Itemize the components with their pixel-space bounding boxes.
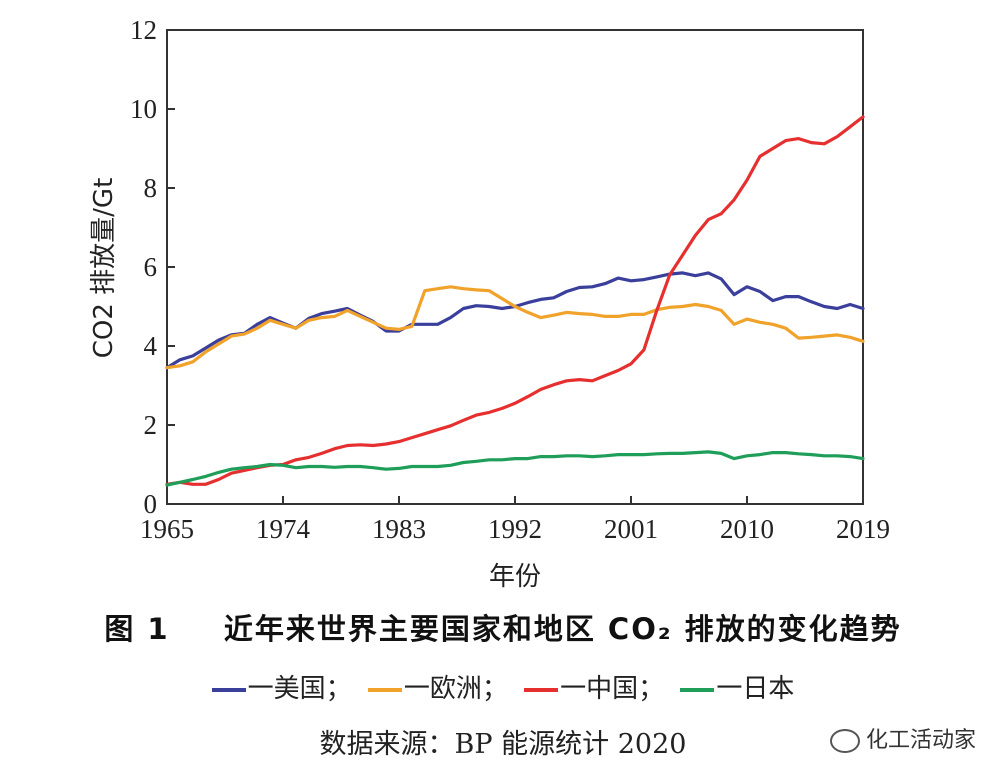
x-tick-label: 1992 [488, 514, 542, 544]
y-tick-label: 2 [144, 410, 158, 440]
legend-item-china: 一中国； [524, 668, 664, 705]
y-tick-label: 8 [144, 173, 158, 203]
legend-swatch-china [524, 687, 559, 692]
y-tick-label: 6 [144, 252, 158, 282]
watermark: 化工活动家 [829, 722, 976, 754]
series-line-europe [165, 285, 865, 370]
figure-title: 近年来世界主要国家和地区 CO₂ 排放的变化趋势 [223, 612, 902, 646]
legend-swatch-japan [680, 687, 715, 692]
x-tick-label: 1983 [372, 514, 426, 544]
y-tick-label: 10 [130, 94, 157, 124]
wechat-icon [829, 729, 860, 753]
figure-number: 图 1 [104, 612, 170, 646]
legend-swatch-europe [367, 687, 402, 692]
series-line-japan [165, 450, 865, 487]
x-tick-label: 1965 [140, 514, 194, 544]
co2-line-chart: 0 2 4 6 8 10 12 1965 1974 1983 1992 2001 2010 2019 CO… [89, 15, 890, 592]
y-tick-label: 12 [130, 15, 157, 45]
figure-caption: 图 1 近年来世界主要国家和地区 CO₂ 排放的变化趋势 [0, 606, 1006, 648]
x-tick-label: 2010 [720, 514, 774, 544]
y-tick-label: 4 [144, 331, 158, 361]
legend-swatch-usa [211, 687, 246, 692]
data-source: 数据来源：BP 能源统计 2020 [319, 729, 687, 760]
x-axis-label: 年份 [489, 562, 541, 592]
legend-item-usa: 一美国； [211, 668, 352, 705]
plot-frame [166, 29, 864, 505]
y-tick-label: 0 [144, 489, 158, 519]
x-tick-label: 2001 [604, 514, 658, 544]
x-tick-label: 1974 [256, 514, 311, 544]
legend-label-china: 一中国； [560, 674, 665, 704]
legend-label-japan: 一日本 [716, 674, 795, 704]
legend: 一美国； 一欧洲； 一中国； 一日本 [0, 668, 1006, 705]
x-tick-label: 2019 [836, 514, 890, 544]
legend-item-japan: 一日本 [680, 668, 794, 705]
watermark-text: 化工活动家 [865, 728, 976, 753]
legend-label-usa: 一美国； [247, 674, 352, 704]
y-axis-label: CO2 排放量/Gt [89, 178, 119, 359]
series-line-china [165, 115, 865, 486]
legend-item-europe: 一欧洲； [367, 668, 508, 705]
legend-label-europe: 一欧洲； [403, 674, 508, 704]
